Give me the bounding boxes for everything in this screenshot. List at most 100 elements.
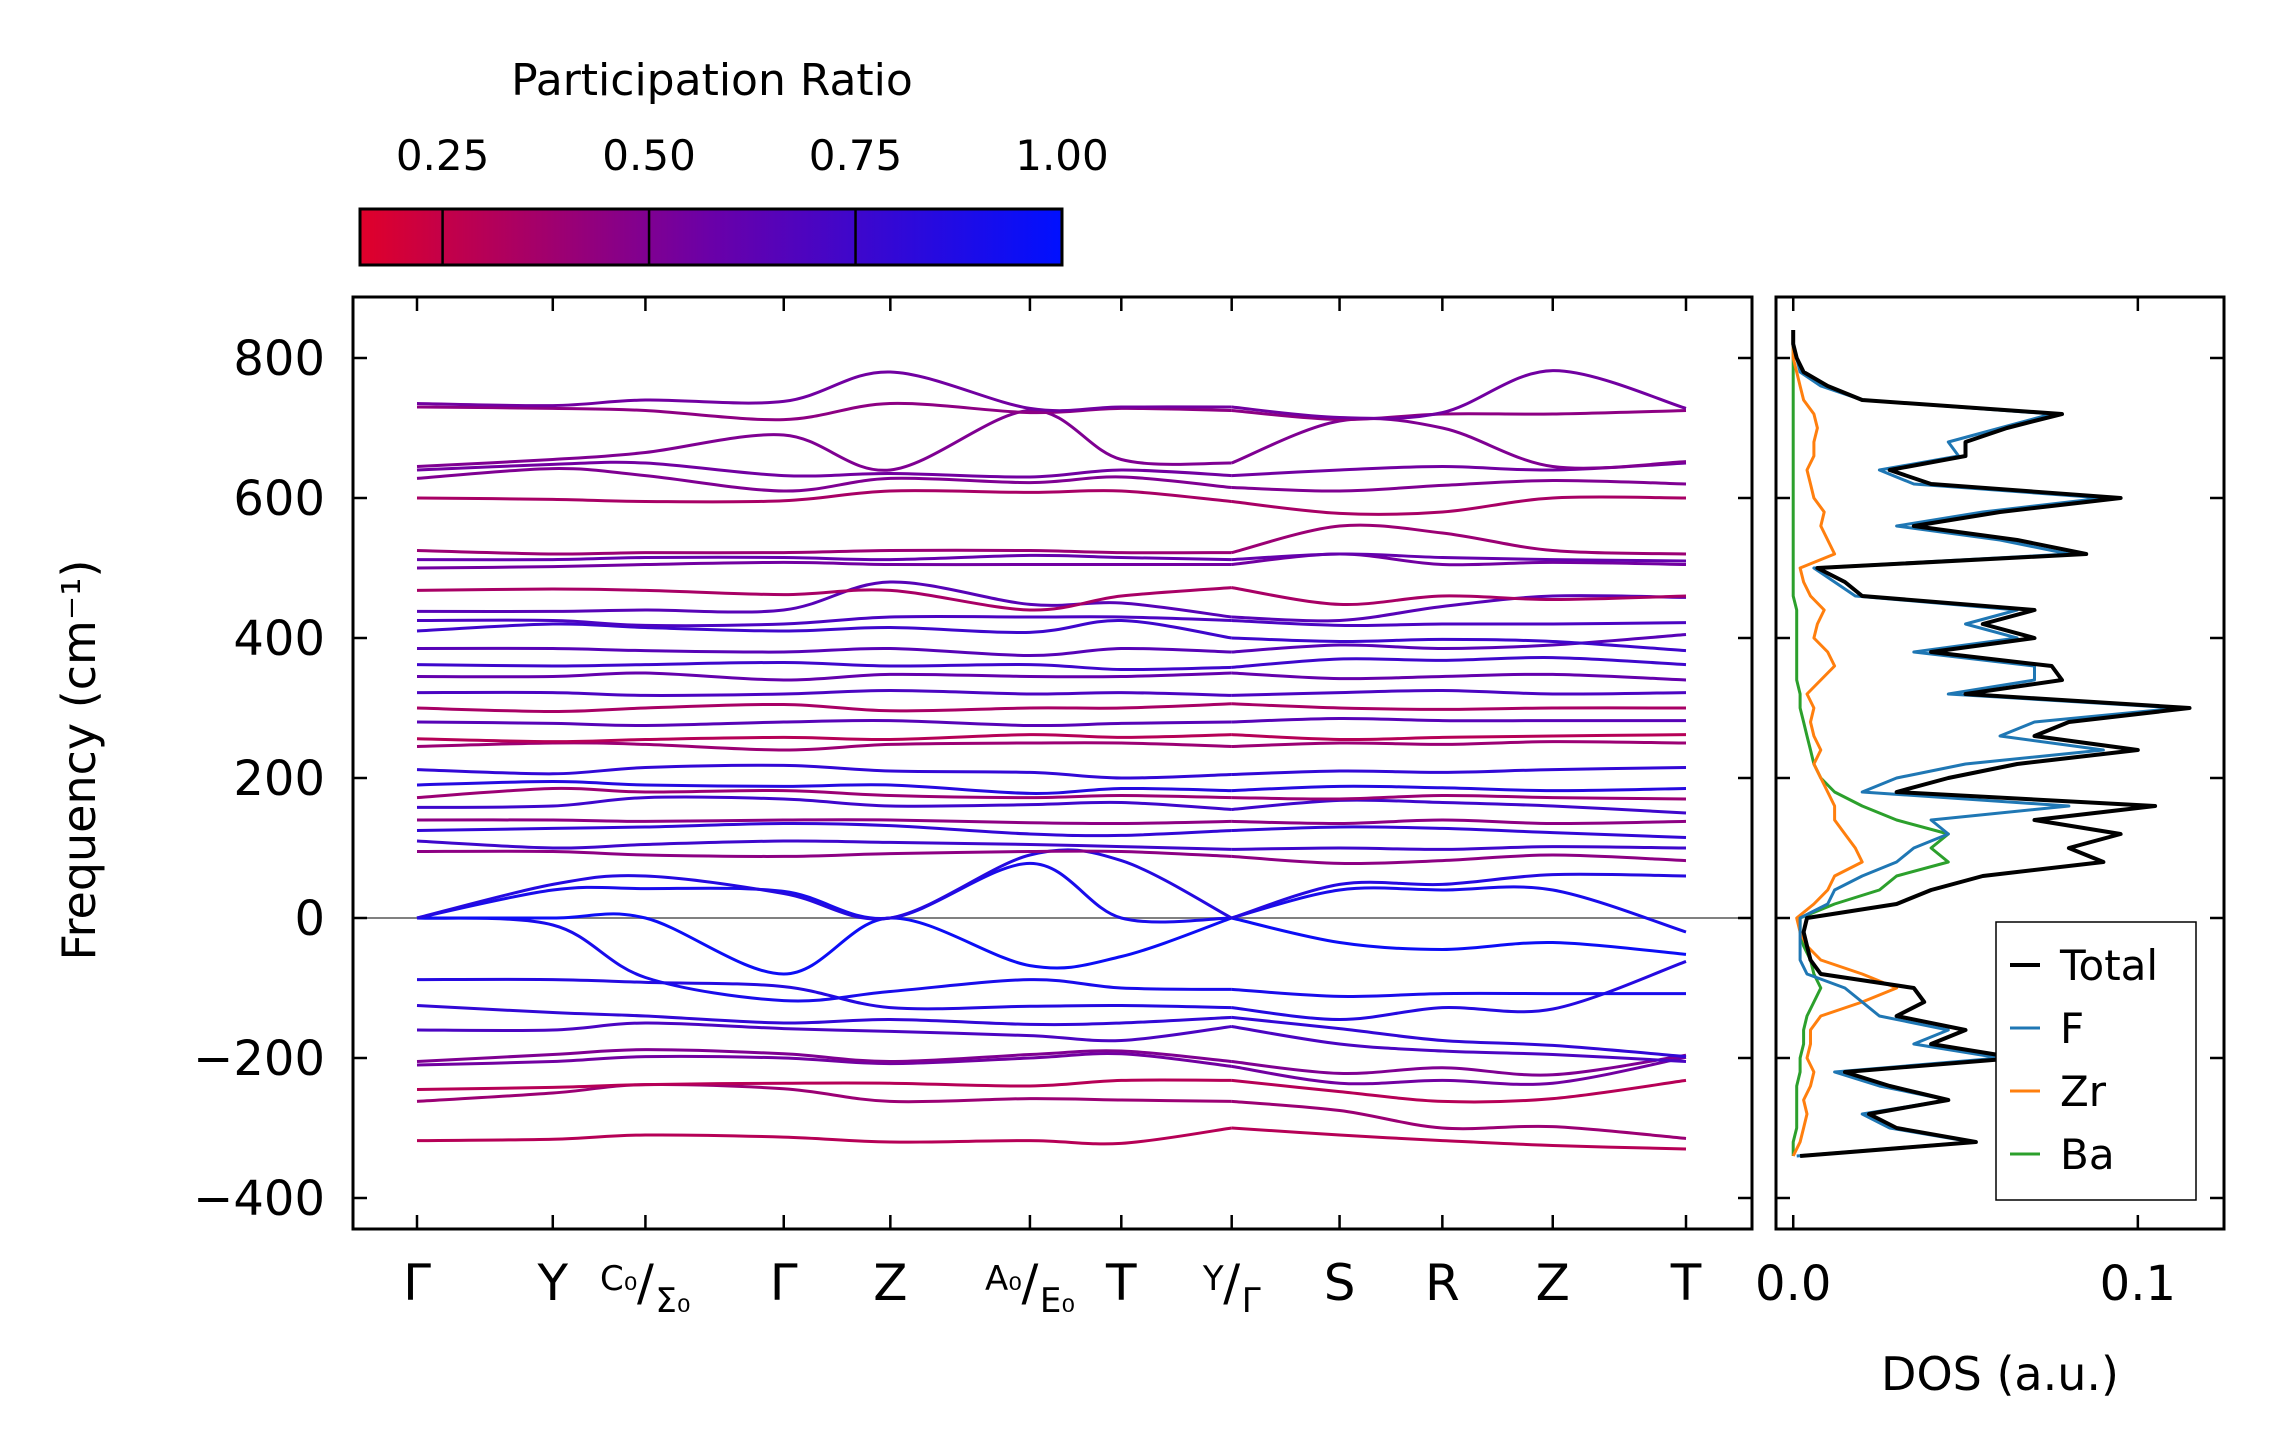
y-tick-label: 600 — [233, 471, 325, 527]
dos-panel: 0.0 0.1 DOS (a.u.) Total F Zr Ba — [1755, 295, 2226, 1401]
phonon-band — [416, 1048, 1232, 1064]
phonon-band — [416, 977, 1232, 1011]
phonon-band — [416, 849, 1232, 858]
phonon-band — [416, 1021, 1232, 1043]
phonon-band — [416, 560, 1232, 570]
phonon-band — [416, 795, 1232, 811]
k-label: Z — [1536, 1254, 1570, 1312]
k-path-ticks: Γ Y C₀ / Σ₀ Γ Z A₀ / E₀ T Y / Γ S R Z T — [403, 297, 1702, 1321]
phonon-band — [1231, 523, 1687, 556]
k-label-slash: / — [637, 1254, 654, 1312]
phonon-band — [1231, 885, 1687, 934]
phonon-band — [1231, 461, 1687, 478]
phonon-band — [416, 646, 1232, 657]
phonon-band — [416, 839, 1232, 851]
dos-line-ba — [1791, 330, 1950, 1156]
phonon-band — [1231, 619, 1687, 628]
phonon-band — [416, 408, 1232, 472]
colorbar-gradient — [358, 207, 1064, 267]
phonon-band — [416, 818, 1232, 826]
legend-label-ba: Ba — [2060, 1130, 2115, 1179]
phonon-band — [1231, 495, 1687, 516]
phonon-band — [416, 741, 1232, 752]
colorbar-tick-label: 0.75 — [809, 131, 903, 180]
phonon-band — [416, 580, 1232, 619]
phonon-band — [1231, 916, 1687, 956]
dos-x-tick-label: 0.1 — [2100, 1256, 2176, 1312]
phonon-band — [416, 1004, 1232, 1027]
legend-label-total: Total — [2059, 941, 2158, 990]
phonon-band — [1231, 959, 1687, 1021]
y-tick-label: −400 — [193, 1171, 325, 1227]
phonon-band — [416, 702, 1232, 713]
phonon-band — [416, 614, 1232, 628]
phonon-band — [1231, 633, 1687, 654]
dos-line-total — [1791, 330, 2192, 1158]
phonon-band — [1231, 1099, 1687, 1140]
phonon-band — [1231, 1025, 1687, 1063]
phonon-band — [1231, 636, 1687, 653]
phonon-band — [1231, 1126, 1687, 1151]
y-tick-label: −200 — [193, 1031, 325, 1087]
colorbar: Participation Ratio 0.25 0.50 0.75 1.00 — [358, 55, 1109, 267]
k-label-compound: C₀ / Σ₀ — [600, 1254, 691, 1321]
k-label: Γ — [403, 1254, 431, 1312]
phonon-band — [416, 1052, 1232, 1068]
phonon-band — [416, 460, 1232, 479]
colorbar-tick-label: 1.00 — [1015, 131, 1109, 180]
phonon-band — [1231, 845, 1687, 851]
legend-label-zr: Zr — [2060, 1067, 2107, 1116]
phonon-band — [416, 1078, 1232, 1091]
phonon-band — [417, 912, 1233, 976]
y-tick-label: 0 — [294, 891, 325, 947]
y-tick-label: 800 — [233, 331, 325, 387]
phonon-band — [1231, 1015, 1687, 1059]
dos-x-axis-label: DOS (a.u.) — [1881, 1347, 2119, 1401]
phonon-band — [416, 586, 1232, 612]
phonon-band — [416, 916, 1232, 1003]
phonon-band — [416, 548, 1232, 556]
k-label-bottom: Γ — [1242, 1281, 1261, 1321]
phonon-band — [1231, 798, 1687, 815]
phonon-band — [1231, 1053, 1687, 1077]
phonon-band — [1231, 688, 1687, 697]
phonon-band — [1231, 766, 1687, 776]
phonon-band — [416, 763, 1232, 780]
k-label: T — [1105, 1254, 1137, 1312]
k-label-top: C₀ — [600, 1259, 637, 1299]
k-label-bottom: Σ₀ — [655, 1281, 690, 1321]
phonon-band — [416, 733, 1232, 744]
phonon-band — [1231, 369, 1687, 420]
phonon-band — [1231, 478, 1687, 493]
phonon-band — [416, 718, 1232, 728]
y-axis-ticks: −400 0 200 400 600 800 −200 — [193, 331, 1752, 1227]
y-axis-label: Frequency (cm⁻¹) — [52, 560, 106, 961]
phonon-band — [1231, 818, 1687, 826]
phonon-band — [1231, 552, 1687, 563]
dos-ticks: 0.0 0.1 — [1755, 297, 2224, 1312]
phonon-band — [1231, 733, 1687, 742]
colorbar-ticks: 0.25 0.50 0.75 1.00 — [396, 131, 1109, 265]
phonon-band — [416, 671, 1232, 682]
k-label: S — [1324, 1254, 1356, 1312]
k-label-compound: Y / Γ — [1202, 1254, 1261, 1321]
phonon-band — [416, 780, 1232, 795]
k-label: Γ — [770, 1254, 798, 1312]
phonon-band — [1231, 417, 1687, 470]
legend-label-f: F — [2060, 1004, 2084, 1053]
phonon-band — [1231, 825, 1687, 839]
phonon-band — [416, 660, 1232, 672]
phonon-band — [416, 553, 1232, 562]
dos-line-zr — [1791, 330, 1899, 1157]
phonon-band — [416, 1126, 1232, 1146]
y-tick-label: 400 — [233, 611, 325, 667]
phonon-band — [416, 370, 1232, 413]
band-axes-frame — [351, 295, 1754, 1231]
colorbar-tick-label: 0.50 — [602, 131, 696, 180]
dos-lines — [1791, 330, 2192, 1158]
phonon-band — [1231, 671, 1687, 682]
y-tick-label: 200 — [233, 751, 325, 807]
k-label: T — [1670, 1254, 1702, 1312]
